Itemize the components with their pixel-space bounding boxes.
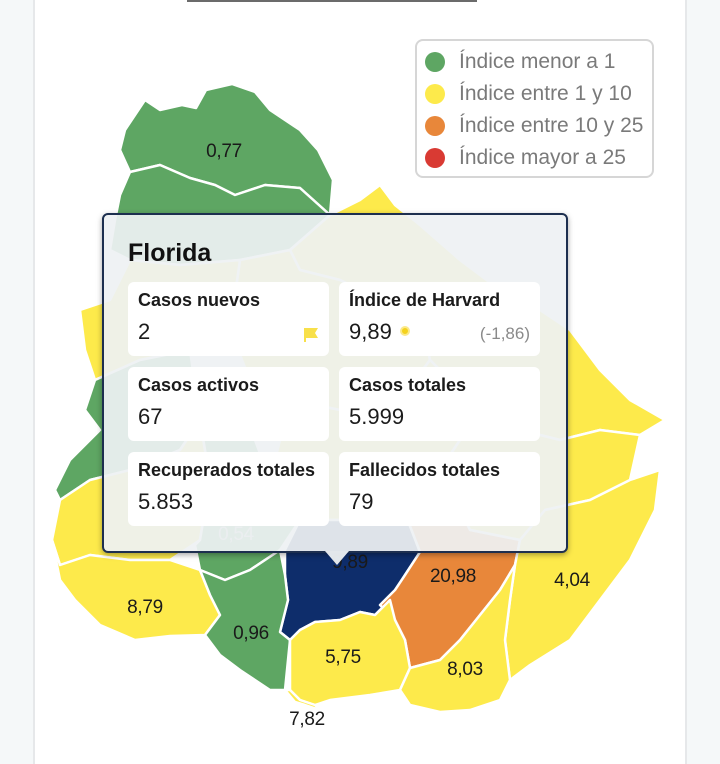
legend-item-green: Índice menor a 1 (425, 46, 652, 78)
legend-label: Índice entre 1 y 10 (459, 82, 632, 105)
stat-delta: (-1,86) (479, 324, 530, 343)
stat-fallecidos-totales: Fallecidos totales 79 (339, 452, 540, 526)
stat-value: 5.999 (349, 404, 405, 429)
stat-value-row: 9,89 (349, 319, 530, 345)
region-maldonado[interactable] (398, 563, 517, 714)
stat-value: 2 (138, 319, 151, 344)
legend-item-orange: Índice entre 10 y 25 (425, 110, 652, 142)
stat-indice-harvard: Índice de Harvard 9,89 (-1,86) (339, 282, 540, 356)
stat-casos-totales: Casos totales 5.999 (339, 367, 540, 441)
stat-recuperados-totales: Recuperados totales 5.853 (128, 452, 329, 526)
region-tooltip: Florida Casos nuevos 2 Índice de Harvard… (102, 213, 568, 565)
label-artigas: 0,77 (206, 141, 242, 162)
orange-dot-icon (425, 116, 445, 136)
map-legend: Índice menor a 1 Índice entre 1 y 10 Índ… (415, 39, 654, 178)
header-divider (187, 0, 477, 2)
region-san-jose[interactable] (198, 548, 292, 692)
stat-value: 67 (138, 404, 163, 429)
legend-item-red: Índice mayor a 25 (425, 142, 652, 174)
status-dot-icon (399, 326, 410, 337)
label-lavalleja: 20,98 (429, 566, 477, 587)
label-montevideo: 7,82 (289, 709, 325, 730)
stat-label: Fallecidos totales (349, 460, 501, 480)
stat-label: Recuperados totales (138, 460, 316, 480)
legend-label: Índice mayor a 25 (459, 146, 626, 169)
stat-label: Índice de Harvard (349, 290, 501, 310)
label-canelones: 5,75 (325, 647, 361, 668)
red-dot-icon (425, 148, 445, 168)
green-dot-icon (425, 52, 445, 72)
yellow-dot-icon (425, 84, 445, 104)
label-colonia: 8,79 (127, 597, 163, 618)
label-san-jose: 0,96 (233, 623, 269, 644)
flag-icon (304, 328, 318, 342)
tooltip-title: Florida (128, 239, 212, 267)
stat-value: 79 (349, 489, 374, 514)
legend-label: Índice entre 10 y 25 (459, 114, 644, 137)
stat-value: 9,89 (349, 319, 392, 344)
region-montevideo[interactable] (283, 688, 322, 712)
label-rocha: 4,04 (554, 570, 590, 591)
stat-casos-nuevos: Casos nuevos 2 (128, 282, 329, 356)
label-maldonado: 8,03 (447, 659, 483, 680)
stat-label: Casos totales (349, 375, 467, 395)
tooltip-pointer (325, 551, 349, 565)
stat-label: Casos activos (138, 375, 260, 395)
stat-casos-activos: Casos activos 67 (128, 367, 329, 441)
stat-value: 5.853 (138, 489, 194, 514)
legend-item-yellow: Índice entre 1 y 10 (425, 78, 652, 110)
legend-label: Índice menor a 1 (459, 50, 616, 73)
stat-label: Casos nuevos (138, 290, 261, 310)
